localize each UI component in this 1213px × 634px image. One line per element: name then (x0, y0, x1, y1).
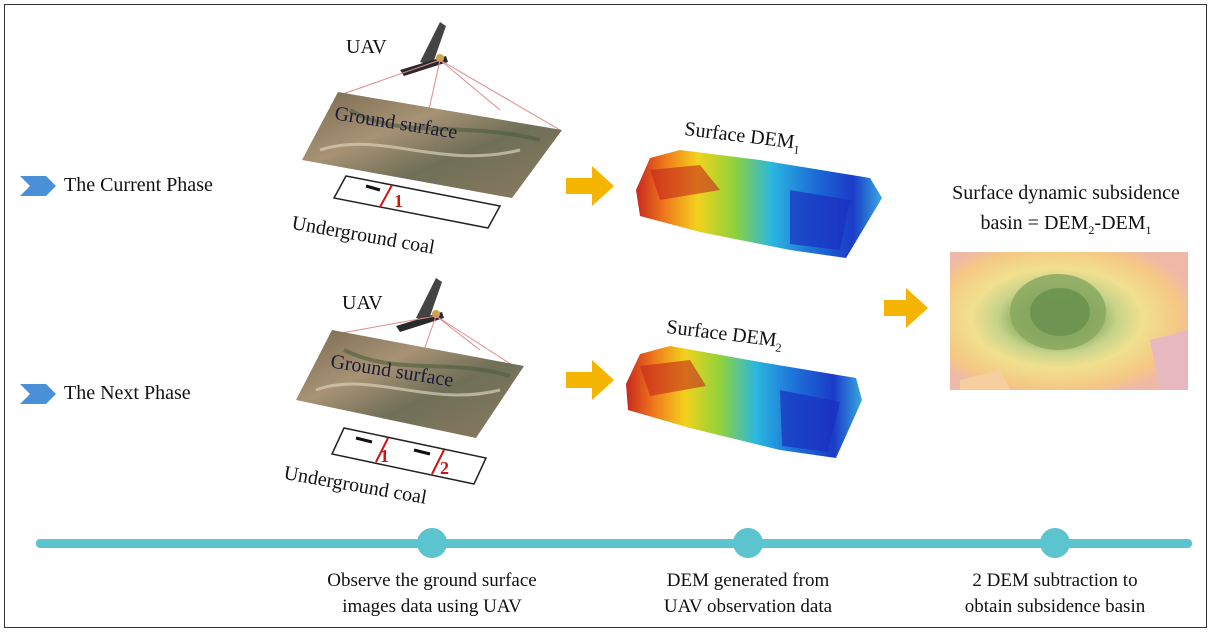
uav-label-next: UAV (342, 292, 383, 314)
step1-line2: images data using UAV (342, 596, 522, 617)
step3-line2: obtain subsidence basin (964, 596, 1146, 617)
coal-panel-current (332, 175, 502, 229)
arrow-icon-result (884, 288, 928, 328)
uav-drone-icon-next (396, 278, 444, 332)
diagram-frame (4, 4, 1207, 628)
timeline-node-3 (1040, 528, 1070, 558)
ground-surface-image-current (302, 92, 562, 198)
next-phase-label: The Next Phase (64, 382, 191, 404)
step3-line1: 2 DEM subtraction to (972, 570, 1138, 591)
timeline-node-1 (417, 528, 447, 558)
arrow-icon-current (566, 166, 614, 206)
result-sub-b: 1 (1145, 223, 1152, 237)
coal-panel-next (330, 427, 488, 485)
panel-number-1-current: 1 (394, 191, 403, 211)
chevron-icon-next (20, 384, 56, 404)
panel-number-1-next: 1 (380, 446, 389, 466)
result-caption-prefix: basin = DEM (980, 212, 1089, 234)
step2-line1: DEM generated from (666, 570, 830, 591)
current-phase-label: The Current Phase (64, 174, 213, 196)
uav-drone-icon-current (400, 22, 448, 76)
uav-label-current: UAV (346, 36, 387, 58)
ground-surface-image-next (296, 330, 524, 438)
dem-surface-2 (626, 346, 862, 458)
subsidence-basin-image (950, 252, 1188, 390)
uav-view-lines-current (339, 59, 561, 151)
chevron-icon-current (20, 176, 56, 196)
result-caption-mid: -DEM (1094, 212, 1146, 234)
timeline (36, 528, 1192, 558)
step1-line1: Observe the ground surface (327, 570, 537, 591)
step2-line2: UAV observation data (663, 596, 833, 617)
arrow-icon-next (566, 360, 614, 400)
dem-surface-1 (636, 150, 882, 258)
panel-number-2-next: 2 (440, 458, 449, 478)
result-caption-line2: basin = DEM2-DEM1 (924, 212, 1208, 238)
timeline-node-2 (733, 528, 763, 558)
result-caption-line1: Surface dynamic subsidence (952, 182, 1180, 204)
result-sub-a: 2 (1088, 223, 1095, 237)
